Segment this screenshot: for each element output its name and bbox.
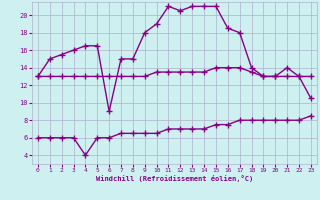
X-axis label: Windchill (Refroidissement éolien,°C): Windchill (Refroidissement éolien,°C) [96,175,253,182]
